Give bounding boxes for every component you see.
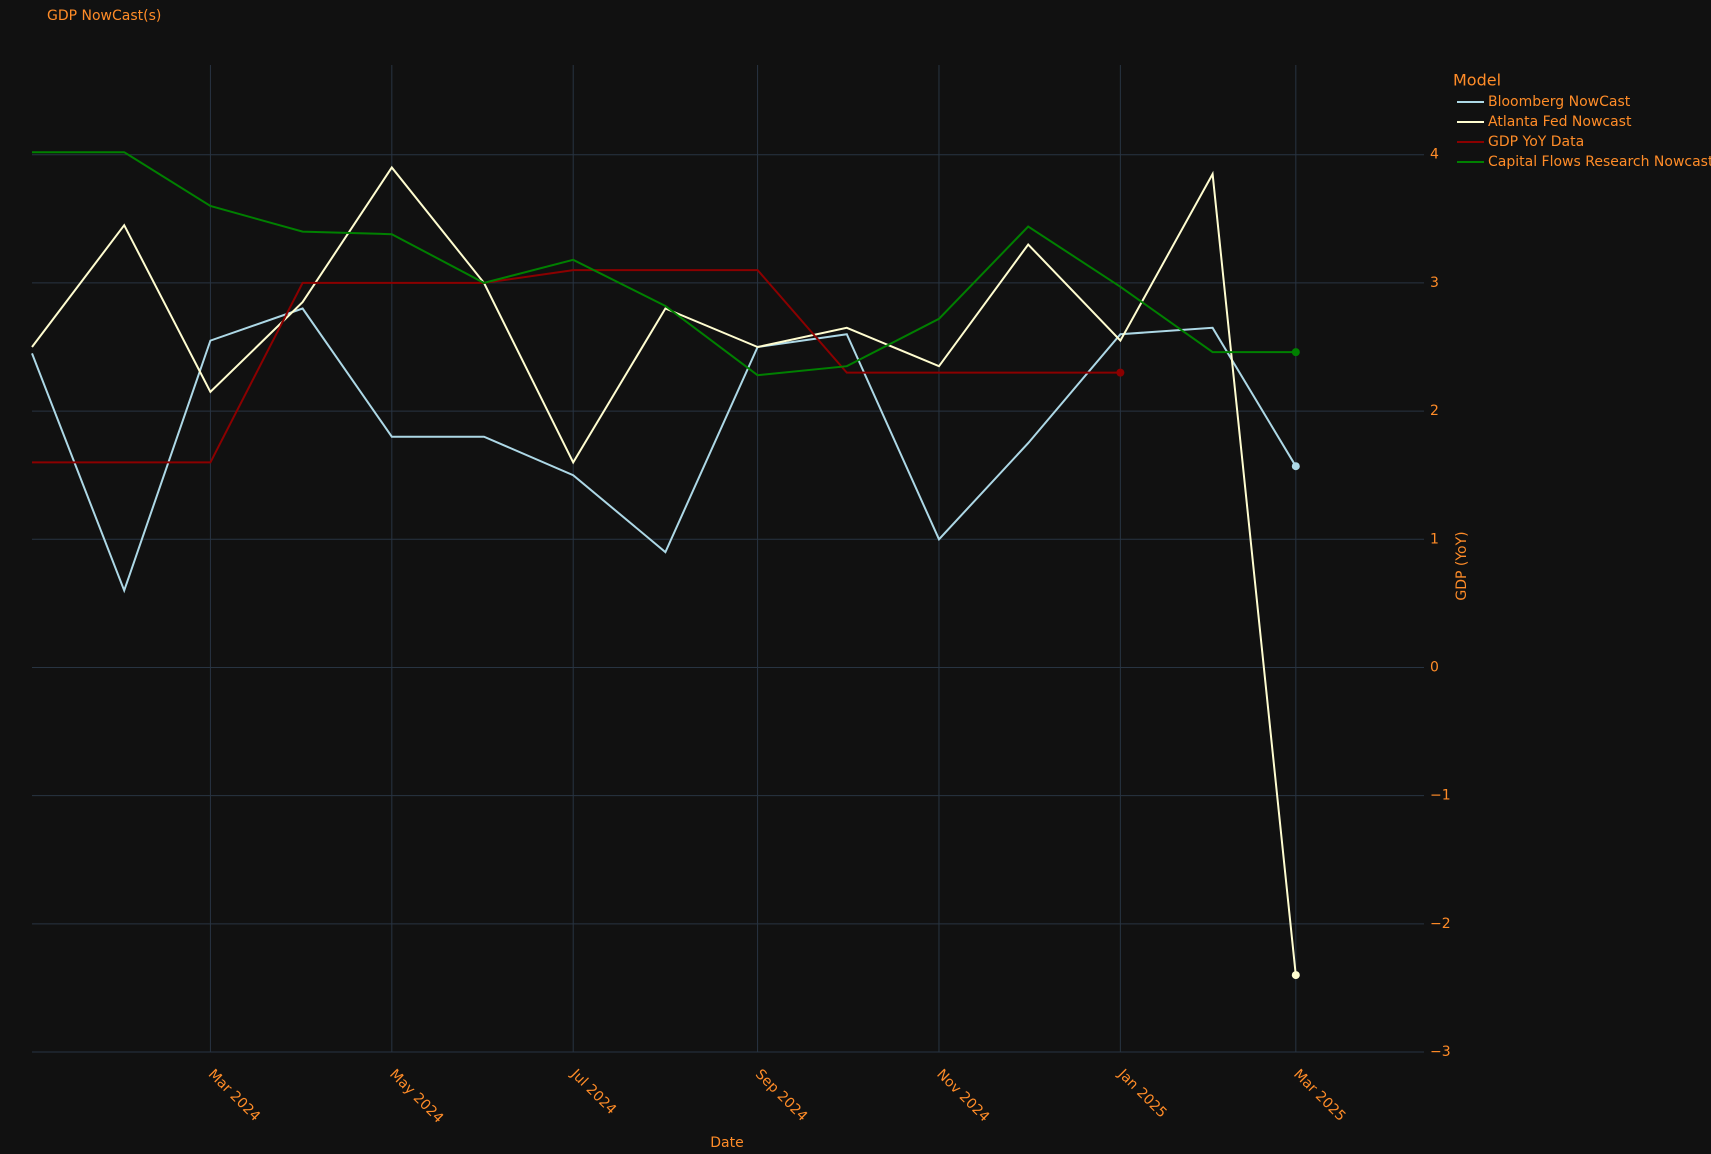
series-line [32,151,1296,377]
legend-label: Capital Flows Research Nowcast [1488,154,1711,170]
y-tick-label: 4 [1430,147,1439,163]
end-marker [1291,971,1300,980]
y-axis-title: GDP (YoY) [1454,531,1470,600]
y-tick-label: 0 [1430,659,1439,675]
y-tick-label: −1 [1430,788,1451,804]
y-tick-label: −2 [1430,916,1451,932]
y-tick-label: 1 [1430,531,1439,547]
series-line [31,165,1297,976]
x-axis-title: Date [710,1135,743,1151]
y-tick-label: 3 [1430,275,1439,291]
chart-title: GDP NowCast(s) [47,8,161,24]
series-line [31,307,1297,594]
end-marker [1116,368,1125,377]
series-line [32,269,1121,464]
legend-label: Atlanta Fed Nowcast [1488,114,1632,130]
end-marker [1291,348,1300,357]
end-marker [1291,462,1300,471]
y-tick-label: −3 [1430,1044,1451,1060]
y-tick-label: 2 [1430,403,1439,419]
legend-label: GDP YoY Data [1488,134,1584,150]
legend-title: Model [1453,71,1501,90]
legend-label: Bloomberg NowCast [1488,94,1631,110]
